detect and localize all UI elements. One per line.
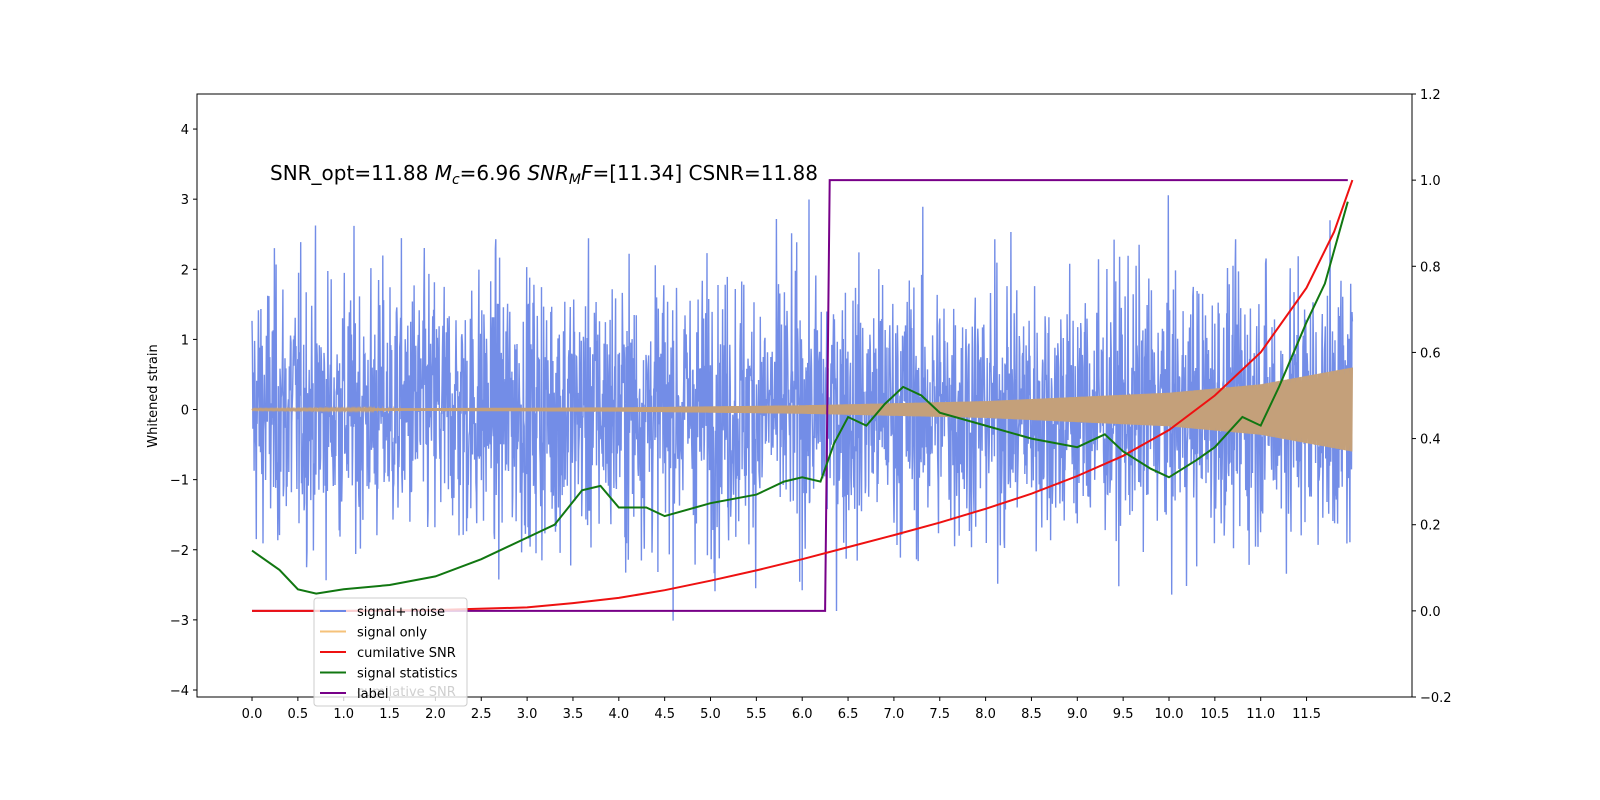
y-right-tick-label: −0.2 (1420, 691, 1452, 706)
x-tick-label: 4.5 (654, 707, 675, 722)
y-axis-left: 4 3 2 1 0 −1 −2 −3 −4 (170, 123, 197, 699)
legend-ghost-text: cumilative SNR (357, 685, 456, 700)
annotation-part-f: F (581, 161, 593, 185)
x-tick-label: 3.5 (563, 707, 584, 722)
y-left-tick-label: −2 (170, 544, 189, 559)
y-right-tick-label: 0.6 (1420, 346, 1441, 361)
legend-label: signal statistics (357, 667, 458, 682)
x-axis: 0.0 0.5 1.0 1.5 2.0 2.5 3.0 3.5 4.0 4.5 5.0 5.5 6.0 6… (242, 697, 1321, 722)
y-right-tick-label: 1.0 (1420, 174, 1441, 189)
x-tick-label: 6.5 (838, 707, 859, 722)
annotation-part-m: M (435, 161, 452, 185)
legend-box (313, 597, 468, 707)
y-right-tick-label: 0.0 (1420, 605, 1441, 620)
x-tick-label: 5.0 (700, 707, 721, 722)
chart-annotation: SNR_opt=11.88 Mc=6.96 SNRMF=[11.34] CSNR… (270, 161, 818, 188)
y-left-tick-label: 2 (181, 263, 189, 278)
annotation-part-c: c (452, 172, 460, 188)
y-left-tick-label: −1 (170, 474, 189, 489)
x-tick-label: 2.0 (425, 707, 446, 722)
x-tick-label: 7.5 (929, 707, 950, 722)
series-signal-only (251, 367, 1353, 452)
legend-label: label (357, 687, 388, 702)
y-right-tick-label: 1.2 (1420, 88, 1441, 103)
x-tick-label: 8.0 (975, 707, 996, 722)
y-left-tick-label: −4 (170, 684, 189, 699)
annotation-part-b: =6.96 (460, 161, 528, 185)
annotation-part-snr: SNR (527, 161, 569, 185)
x-tick-label: 0.5 (288, 707, 309, 722)
y-left-tick-label: 0 (181, 404, 189, 419)
x-tick-label: 1.5 (379, 707, 400, 722)
x-tick-label: 1.0 (333, 707, 354, 722)
annotation-part-sub: M (569, 172, 581, 188)
x-tick-label: 11.5 (1292, 707, 1321, 722)
x-tick-label: 0.0 (242, 707, 263, 722)
plot-frame (196, 93, 1413, 698)
series-cumulative-snr (252, 179, 1354, 612)
legend: cumilative SNR signal+ noise signal only c… (313, 597, 468, 707)
legend-label: cumilative SNR (357, 646, 456, 661)
x-tick-label: 7.0 (884, 707, 905, 722)
x-tick-label: 4.0 (608, 707, 629, 722)
y-left-tick-label: 3 (181, 193, 189, 208)
annotation-part-a: SNR_opt=11.88 (270, 161, 435, 185)
y-left-tick-label: −3 (170, 614, 189, 629)
x-tick-label: 8.5 (1021, 707, 1042, 722)
y-axis-label: Whitened strain (146, 344, 161, 447)
y-axis-right: 1.2 1.0 0.8 0.6 0.4 0.2 0.0 −0.2 (1412, 88, 1452, 706)
y-right-tick-label: 0.4 (1420, 433, 1441, 448)
legend-label: signal+ noise (357, 605, 445, 620)
x-tick-label: 9.0 (1067, 707, 1088, 722)
y-left-tick-label: 4 (181, 123, 189, 138)
x-tick-label: 2.5 (471, 707, 492, 722)
y-right-tick-label: 0.2 (1420, 519, 1441, 534)
series-signal-statistics (251, 201, 1349, 595)
series-label (252, 179, 1348, 612)
y-left-tick-label: 1 (181, 333, 189, 348)
x-tick-label: 10.0 (1155, 707, 1184, 722)
x-tick-label: 11.0 (1246, 707, 1275, 722)
x-tick-label: 5.5 (746, 707, 767, 722)
annotation-part-rest: =[11.34] CSNR=11.88 (593, 161, 819, 185)
series-layer (251, 179, 1354, 621)
y-right-tick-label: 0.8 (1420, 260, 1441, 275)
x-tick-label: 3.0 (517, 707, 538, 722)
x-tick-label: 9.5 (1113, 707, 1134, 722)
x-tick-label: 6.0 (792, 707, 813, 722)
legend-label: signal only (357, 626, 427, 641)
x-tick-label: 10.5 (1200, 707, 1229, 722)
